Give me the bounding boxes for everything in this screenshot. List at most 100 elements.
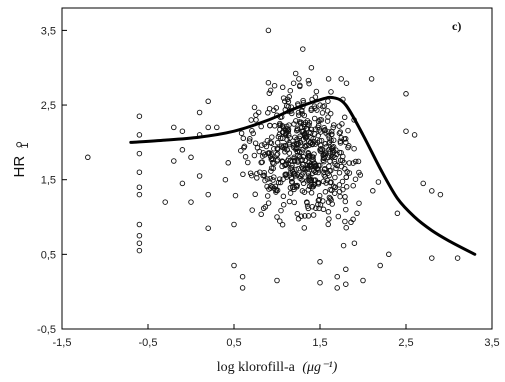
data-point — [338, 76, 344, 82]
data-point — [317, 117, 323, 123]
data-point — [205, 124, 211, 131]
data-point — [377, 262, 383, 269]
data-point — [300, 121, 307, 128]
data-point — [287, 87, 294, 94]
data-point — [136, 247, 143, 254]
x-tick-label: 0,5 — [226, 337, 241, 349]
data-point — [249, 207, 255, 213]
data-point — [171, 124, 177, 131]
data-point — [300, 180, 307, 187]
data-point — [315, 201, 321, 208]
data-point — [326, 140, 332, 146]
data-point — [274, 139, 281, 146]
data-point — [343, 174, 350, 181]
data-point — [205, 98, 211, 105]
data-point — [305, 77, 312, 84]
data-point — [317, 162, 323, 169]
x-axis-unit: (μg⁻¹) — [302, 360, 337, 375]
data-point — [308, 129, 314, 136]
data-point — [411, 132, 418, 138]
data-point — [264, 176, 271, 182]
data-point — [305, 213, 312, 219]
data-point — [240, 135, 247, 142]
data-point — [239, 273, 246, 280]
data-point — [437, 191, 444, 198]
y-axis-subscript: 1 — [19, 143, 31, 149]
data-point — [271, 82, 278, 89]
data-point — [188, 199, 194, 205]
data-point — [332, 174, 338, 181]
data-point — [266, 105, 273, 112]
data-point — [344, 169, 350, 175]
data-point — [302, 135, 309, 141]
data-point — [420, 180, 426, 187]
data-point — [328, 89, 334, 95]
data-point — [306, 183, 313, 189]
data-point — [307, 139, 314, 146]
data-point — [136, 184, 143, 190]
data-point — [232, 192, 239, 199]
data-point — [345, 127, 351, 134]
data-point — [292, 70, 299, 77]
data-point — [248, 172, 255, 179]
data-point — [274, 152, 280, 158]
data-point — [225, 160, 231, 166]
data-point — [261, 172, 267, 179]
data-point — [329, 201, 335, 207]
data-point — [305, 154, 311, 160]
data-point — [403, 91, 409, 97]
data-point — [360, 277, 366, 284]
data-point — [205, 191, 211, 198]
data-point — [179, 180, 186, 187]
data-point — [259, 153, 266, 159]
data-point — [331, 122, 337, 128]
y-tick-label: 2,5 — [41, 100, 56, 112]
data-point — [279, 163, 285, 170]
y-axis-label: HR — [11, 156, 28, 178]
data-point — [247, 136, 253, 142]
data-point — [205, 225, 211, 231]
data-point — [343, 139, 349, 146]
data-point — [271, 146, 277, 152]
y-tick-label: -0,5 — [37, 324, 56, 336]
data-point — [324, 108, 331, 114]
data-point — [370, 188, 376, 194]
data-point — [303, 165, 309, 172]
data-point — [288, 178, 295, 185]
data-point — [355, 158, 362, 165]
y-tick-label: 1,5 — [41, 175, 56, 187]
data-point — [337, 193, 343, 200]
data-point — [322, 150, 329, 156]
data-point — [286, 156, 292, 162]
data-point — [331, 190, 338, 196]
data-point — [301, 225, 308, 231]
data-point — [351, 145, 357, 152]
data-point — [282, 172, 289, 179]
data-point — [231, 262, 237, 269]
data-point — [274, 277, 280, 284]
x-axis-title: log klorofill-a (μg⁻¹) — [217, 360, 338, 375]
data-point — [330, 144, 337, 150]
data-point — [262, 204, 269, 210]
data-point — [321, 151, 328, 158]
data-point — [296, 112, 302, 119]
data-point — [327, 110, 334, 117]
data-point — [375, 179, 382, 185]
data-point — [356, 200, 362, 206]
data-point — [274, 214, 280, 220]
data-point — [289, 175, 295, 182]
data-point — [282, 143, 289, 149]
x-axis: -1,5 -0,5 0,5 1,5 2,5 3,5 — [53, 324, 500, 349]
data-point — [351, 240, 358, 246]
data-point — [266, 186, 272, 192]
data-point — [253, 112, 259, 118]
data-point — [296, 119, 303, 125]
data-point — [317, 259, 323, 265]
data-point — [340, 242, 347, 249]
data-point — [267, 122, 273, 129]
data-point — [429, 255, 435, 261]
y-tick-label: 0,5 — [41, 249, 56, 261]
data-point — [311, 103, 318, 109]
data-point — [342, 218, 348, 225]
data-point — [275, 179, 282, 186]
